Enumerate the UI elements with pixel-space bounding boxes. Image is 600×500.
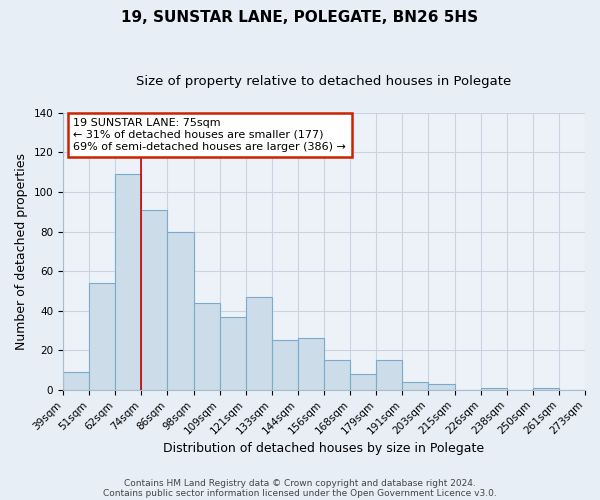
- Bar: [350, 374, 376, 390]
- Bar: [220, 316, 246, 390]
- Bar: [63, 372, 89, 390]
- Bar: [89, 283, 115, 390]
- Bar: [142, 210, 167, 390]
- Text: Contains public sector information licensed under the Open Government Licence v3: Contains public sector information licen…: [103, 488, 497, 498]
- Bar: [194, 303, 220, 390]
- Text: Contains HM Land Registry data © Crown copyright and database right 2024.: Contains HM Land Registry data © Crown c…: [124, 478, 476, 488]
- Bar: [324, 360, 350, 390]
- Y-axis label: Number of detached properties: Number of detached properties: [15, 153, 28, 350]
- Bar: [272, 340, 298, 390]
- Bar: [533, 388, 559, 390]
- Bar: [167, 232, 194, 390]
- Text: 19 SUNSTAR LANE: 75sqm
← 31% of detached houses are smaller (177)
69% of semi-de: 19 SUNSTAR LANE: 75sqm ← 31% of detached…: [73, 118, 346, 152]
- Text: 19, SUNSTAR LANE, POLEGATE, BN26 5HS: 19, SUNSTAR LANE, POLEGATE, BN26 5HS: [121, 10, 479, 25]
- X-axis label: Distribution of detached houses by size in Polegate: Distribution of detached houses by size …: [163, 442, 485, 455]
- Bar: [376, 360, 403, 390]
- Title: Size of property relative to detached houses in Polegate: Size of property relative to detached ho…: [136, 75, 512, 88]
- Bar: [428, 384, 455, 390]
- Bar: [481, 388, 507, 390]
- Bar: [115, 174, 142, 390]
- Bar: [298, 338, 324, 390]
- Bar: [403, 382, 428, 390]
- Bar: [246, 297, 272, 390]
